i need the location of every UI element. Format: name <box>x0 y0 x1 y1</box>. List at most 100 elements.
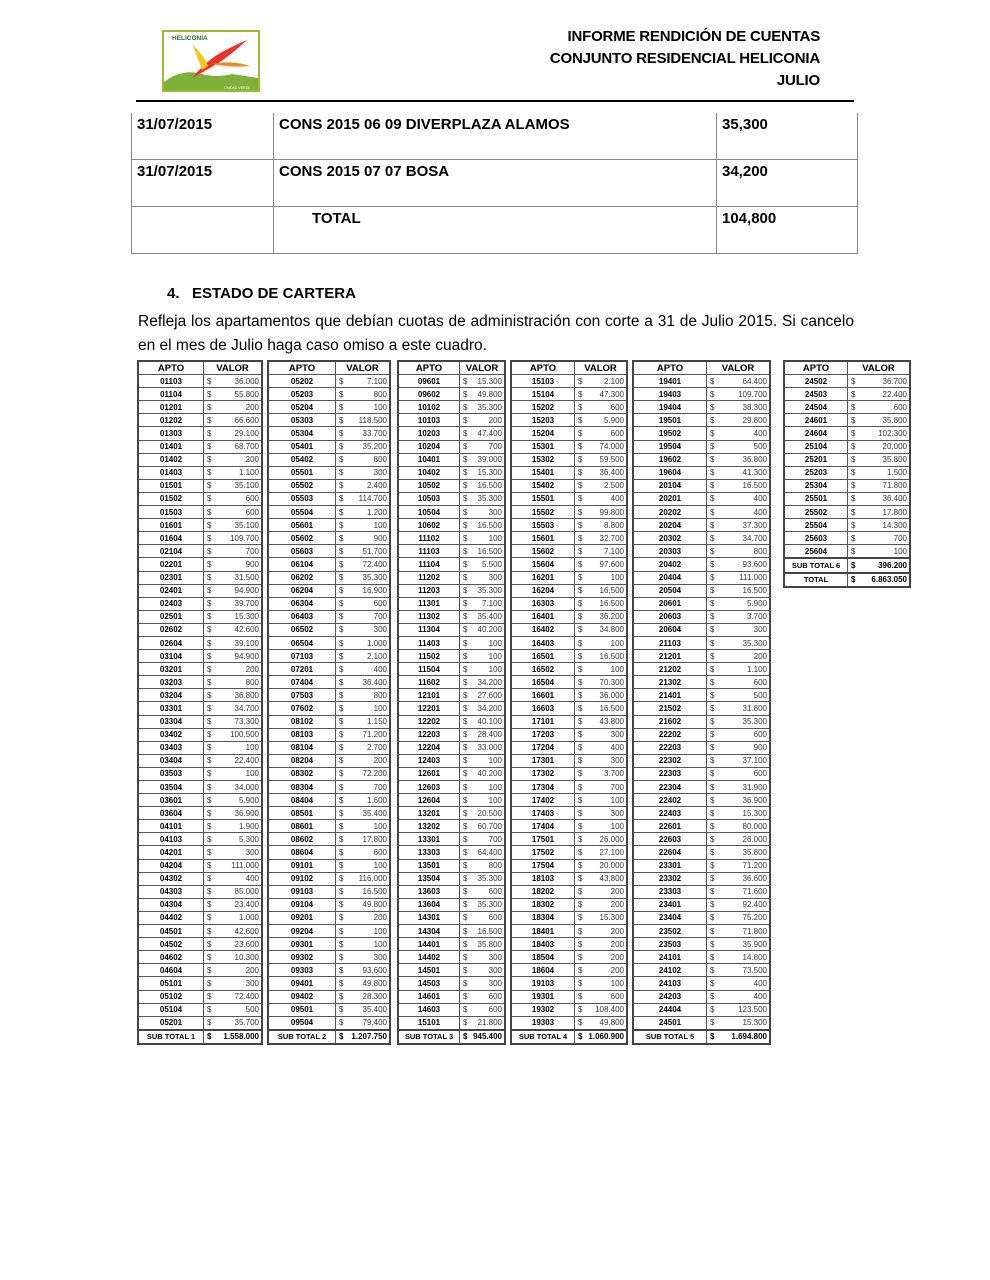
apto-cell: 15503 <box>510 518 575 533</box>
currency-symbol: $ <box>463 848 468 858</box>
valor-amount: 35.300 <box>477 402 502 412</box>
table-row: 09501 $35.400 <box>267 1002 391 1017</box>
subtotal-row: SUB TOTAL 6 $396.200 <box>783 557 911 574</box>
apto-cell: 04302 <box>137 871 204 886</box>
valor-amount: 100 <box>488 651 502 661</box>
table-row: 06104 $72.400 <box>267 557 391 572</box>
valor-amount: 37.300 <box>742 520 767 530</box>
table-row: 24502 $36.700 <box>783 374 911 389</box>
table-row: 15601 $32.700 <box>510 531 628 546</box>
currency-symbol: $ <box>463 939 468 949</box>
table-row: 03104 $94.900 <box>137 649 263 664</box>
valor-amount: 35.300 <box>742 638 767 648</box>
valor-cell: $400 <box>574 491 628 507</box>
valor-cell: $42.600 <box>203 622 263 637</box>
currency-symbol: $ <box>339 913 344 923</box>
table-row: 17301 $300 <box>510 753 628 768</box>
apto-cell: 10402 <box>397 465 460 480</box>
valor-amount: 200 <box>610 952 624 962</box>
table-row: 09302 $300 <box>267 950 391 965</box>
table-row: 11304 $40.200 <box>397 622 506 637</box>
table-row: 01403 $1.100 <box>137 465 263 480</box>
apto-cell: 11302 <box>397 609 460 624</box>
valor-amount: 600 <box>610 402 624 412</box>
valor-amount: 600 <box>488 992 502 1002</box>
apto-cell: 22304 <box>632 779 707 795</box>
currency-symbol: $ <box>207 978 212 988</box>
currency-symbol: $ <box>463 730 468 740</box>
subtotal-amount: 1.558.000 <box>223 1032 259 1042</box>
valor-cell: $600 <box>459 910 506 926</box>
valor-cell: $5.900 <box>706 596 771 611</box>
valor-amount: 300 <box>488 978 502 988</box>
valor-cell: $43.800 <box>574 871 628 886</box>
apto-cell: 06504 <box>267 635 336 651</box>
valor-amount: 700 <box>245 546 259 556</box>
apto-cell: 09303 <box>267 963 336 978</box>
apto-cell: 22202 <box>632 727 707 742</box>
valor-cell: $35.100 <box>203 478 263 493</box>
currency-symbol: $ <box>339 900 344 910</box>
valor-cell: $92.400 <box>706 897 771 912</box>
concept-cell: CONS 2015 06 09 DIVERPLAZA ALAMOS <box>273 113 717 160</box>
total-row: TOTAL 104,800 <box>131 206 858 254</box>
valor-cell: $42.600 <box>203 924 263 939</box>
table-row: 23301 $71.200 <box>632 858 771 873</box>
currency-symbol: $ <box>207 1005 212 1015</box>
valor-amount: 40.100 <box>477 717 502 727</box>
valor-amount: 15.300 <box>234 612 259 622</box>
table-row: 21602 $35.300 <box>632 714 771 729</box>
currency-symbol: $ <box>463 677 468 687</box>
valor-amount: 64.400 <box>477 848 502 858</box>
table-row: 09602 $49.800 <box>397 387 506 402</box>
valor-cell: $700 <box>847 531 911 546</box>
apto-cell: 08302 <box>267 766 336 782</box>
currency-symbol: $ <box>463 834 468 844</box>
table-row: 02201 $900 <box>137 557 263 572</box>
valor-amount: 118.500 <box>358 415 387 425</box>
valor-amount: 111.000 <box>231 861 259 871</box>
currency-symbol: $ <box>710 376 715 386</box>
apto-cell: 03504 <box>137 779 204 795</box>
table-row: 19502 $400 <box>632 426 771 441</box>
valor-amount: 600 <box>488 1005 502 1015</box>
currency-symbol: $ <box>578 926 583 936</box>
table-row: 16403 $100 <box>510 635 628 651</box>
apto-cell: 09102 <box>267 871 336 886</box>
valor-amount: 35.100 <box>234 520 259 530</box>
currency-symbol: $ <box>851 429 856 439</box>
valor-cell: $40.200 <box>459 766 506 782</box>
table-row: 09601 $15.300 <box>397 374 506 389</box>
apto-cell: 15601 <box>510 531 575 546</box>
currency-symbol: $ <box>207 782 212 792</box>
currency-symbol: $ <box>578 939 583 949</box>
table-row: 05501 $300 <box>267 465 391 480</box>
valor-cell: $34.200 <box>459 701 506 716</box>
currency-symbol: $ <box>339 861 344 871</box>
apto-cell: 05201 <box>137 1015 204 1031</box>
valor-amount: 1.100 <box>746 664 767 674</box>
valor-amount: 5.300 <box>238 834 259 844</box>
table-row: 08501 $35.400 <box>267 806 391 821</box>
valor-amount: 26.000 <box>742 834 767 844</box>
valor-cell: $100 <box>203 766 263 782</box>
apto-cell: 08103 <box>267 727 336 742</box>
currency-symbol: $ <box>207 599 212 609</box>
apto-cell: 10602 <box>397 518 460 533</box>
valor-cell: $100 <box>459 793 506 808</box>
valor-amount: 94.900 <box>234 651 259 661</box>
apto-cell: 13303 <box>397 845 460 860</box>
valor-amount: 36.400 <box>599 468 624 478</box>
currency-symbol: $ <box>339 795 344 805</box>
table-row: 03402 $100.500 <box>137 727 263 742</box>
apto-cell: 15104 <box>510 387 575 402</box>
valor-cell: $34.700 <box>706 531 771 546</box>
cartera-table-2: APTO VALOR 05202 $7.100 05203 $800 05204 $100 05… <box>267 360 391 1045</box>
valor-cell: $28.300 <box>335 989 391 1004</box>
apto-cell: 01502 <box>137 491 204 507</box>
valor-amount: 300 <box>488 952 502 962</box>
valor-cell: $1.500 <box>847 465 911 480</box>
valor-amount: 300 <box>488 507 502 517</box>
valor-amount: 75.200 <box>742 913 767 923</box>
